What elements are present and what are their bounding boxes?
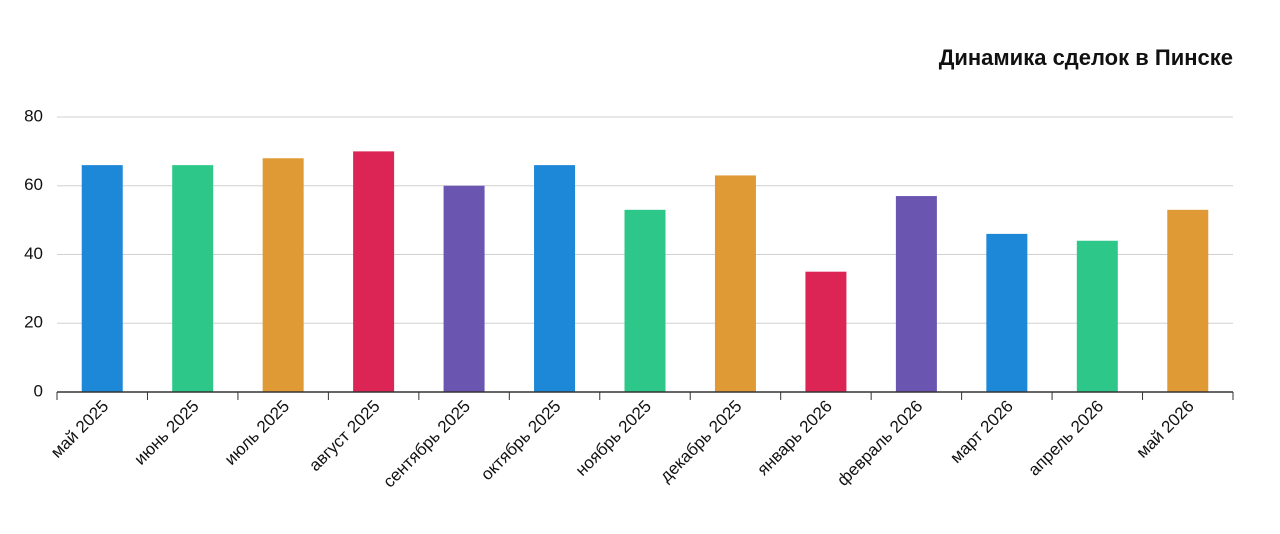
x-tick-label: май 2026 — [1133, 397, 1198, 462]
bar — [81, 165, 123, 392]
y-tick-label: 20 — [24, 313, 43, 332]
bar — [1076, 240, 1118, 392]
y-tick-label: 0 — [34, 381, 43, 400]
x-tick-label: май 2025 — [47, 397, 112, 462]
bar — [714, 175, 756, 392]
y-tick-label: 60 — [24, 175, 43, 194]
x-tick-label: декабрь 2025 — [656, 397, 745, 486]
chart-title: Динамика сделок в Пинске — [939, 45, 1233, 70]
x-tick-label: ноябрь 2025 — [572, 397, 655, 480]
x-tick-label: август 2025 — [305, 397, 383, 475]
bar — [172, 165, 214, 392]
bar — [1167, 209, 1209, 392]
bar — [624, 209, 666, 392]
x-tick-label: февраль 2026 — [833, 397, 926, 490]
x-tick-label: март 2026 — [946, 397, 1016, 467]
x-tick-label: июль 2025 — [221, 397, 293, 469]
bar — [443, 185, 485, 392]
bar — [534, 165, 576, 392]
bar — [262, 158, 304, 392]
bar — [353, 151, 395, 392]
x-tick-label: апрель 2026 — [1024, 397, 1107, 480]
x-tick-label: сентябрь 2025 — [379, 397, 474, 492]
y-tick-label: 80 — [24, 106, 43, 125]
x-tick-label: июнь 2025 — [131, 397, 203, 469]
bar — [895, 196, 937, 392]
y-tick-label: 40 — [24, 244, 43, 263]
bar — [986, 233, 1028, 392]
bar — [805, 271, 847, 392]
x-tick-label: октябрь 2025 — [477, 397, 564, 484]
x-tick-label: январь 2026 — [753, 397, 836, 480]
